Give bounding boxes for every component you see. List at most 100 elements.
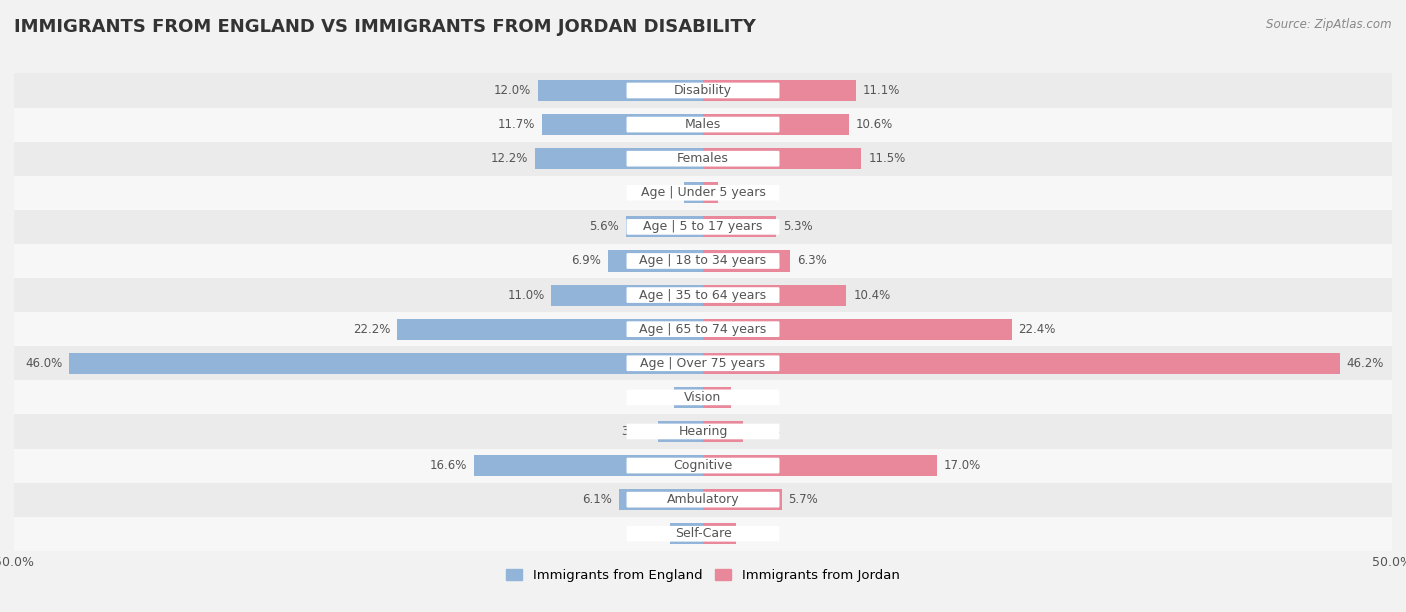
Text: 2.4%: 2.4% [742,528,773,540]
FancyBboxPatch shape [627,219,779,235]
Text: 11.7%: 11.7% [498,118,534,131]
Bar [703,523,737,544]
Bar [703,421,742,442]
Bar [619,489,703,510]
Text: 17.0%: 17.0% [945,459,981,472]
Text: 12.2%: 12.2% [491,152,529,165]
FancyBboxPatch shape [627,356,779,371]
FancyBboxPatch shape [627,185,779,201]
Bar [703,216,776,237]
Bar [14,517,1392,551]
Bar [703,319,1012,340]
Bar [703,114,849,135]
Bar [703,250,790,272]
Bar [537,80,703,101]
Bar [14,380,1392,414]
FancyBboxPatch shape [627,424,779,439]
Text: 2.9%: 2.9% [749,425,780,438]
Text: 6.3%: 6.3% [797,255,827,267]
Bar [607,250,703,272]
Text: 2.0%: 2.0% [738,391,768,404]
Text: 22.4%: 22.4% [1018,323,1056,335]
Bar [626,216,703,237]
Bar [14,73,1392,108]
Text: 46.0%: 46.0% [25,357,62,370]
Text: Source: ZipAtlas.com: Source: ZipAtlas.com [1267,18,1392,31]
Text: 10.6%: 10.6% [856,118,893,131]
FancyBboxPatch shape [627,492,779,507]
Bar [69,353,703,374]
Bar [396,319,703,340]
Bar [703,353,1340,374]
Text: 10.4%: 10.4% [853,289,890,302]
Text: 5.3%: 5.3% [783,220,813,233]
Text: 5.7%: 5.7% [789,493,818,506]
Text: 12.0%: 12.0% [494,84,531,97]
Text: Disability: Disability [673,84,733,97]
Text: Females: Females [678,152,728,165]
Bar [474,455,703,476]
Text: 11.5%: 11.5% [869,152,905,165]
Bar [534,148,703,170]
FancyBboxPatch shape [627,253,779,269]
Text: Age | Over 75 years: Age | Over 75 years [641,357,765,370]
Bar [683,182,703,203]
Text: Age | 18 to 34 years: Age | 18 to 34 years [640,255,766,267]
Bar [703,455,938,476]
Text: Hearing: Hearing [678,425,728,438]
Bar [14,346,1392,380]
FancyBboxPatch shape [627,389,779,405]
Bar [703,387,731,408]
Text: 3.3%: 3.3% [621,425,651,438]
Bar [14,414,1392,449]
Text: 16.6%: 16.6% [430,459,467,472]
Text: IMMIGRANTS FROM ENGLAND VS IMMIGRANTS FROM JORDAN DISABILITY: IMMIGRANTS FROM ENGLAND VS IMMIGRANTS FR… [14,18,756,36]
Bar [14,449,1392,483]
Bar [14,108,1392,141]
FancyBboxPatch shape [627,321,779,337]
Text: Vision: Vision [685,391,721,404]
Bar [14,483,1392,517]
Text: Age | 65 to 74 years: Age | 65 to 74 years [640,323,766,335]
Bar [703,489,782,510]
Bar [669,523,703,544]
Text: 1.4%: 1.4% [647,186,676,200]
Bar [14,141,1392,176]
Text: 5.6%: 5.6% [589,220,619,233]
Bar [14,244,1392,278]
Legend: Immigrants from England, Immigrants from Jordan: Immigrants from England, Immigrants from… [501,564,905,587]
Text: 11.0%: 11.0% [508,289,544,302]
FancyBboxPatch shape [627,151,779,166]
Bar [14,210,1392,244]
Text: 1.1%: 1.1% [725,186,755,200]
Text: Age | Under 5 years: Age | Under 5 years [641,186,765,200]
Text: 11.1%: 11.1% [863,84,900,97]
Text: Age | 35 to 64 years: Age | 35 to 64 years [640,289,766,302]
Bar [703,148,862,170]
Bar [14,176,1392,210]
Text: 6.9%: 6.9% [571,255,600,267]
Bar [703,80,856,101]
FancyBboxPatch shape [627,117,779,132]
Text: Self-Care: Self-Care [675,528,731,540]
Text: Ambulatory: Ambulatory [666,493,740,506]
Bar [703,285,846,305]
Bar [14,312,1392,346]
Bar [14,278,1392,312]
FancyBboxPatch shape [627,287,779,303]
Bar [541,114,703,135]
Text: 6.1%: 6.1% [582,493,612,506]
Text: 46.2%: 46.2% [1347,357,1384,370]
FancyBboxPatch shape [627,526,779,542]
Bar [551,285,703,305]
Text: 2.4%: 2.4% [633,528,664,540]
FancyBboxPatch shape [627,83,779,99]
FancyBboxPatch shape [627,458,779,474]
Text: Cognitive: Cognitive [673,459,733,472]
Bar [658,421,703,442]
Text: 22.2%: 22.2% [353,323,391,335]
Bar [673,387,703,408]
Text: Age | 5 to 17 years: Age | 5 to 17 years [644,220,762,233]
Text: 2.1%: 2.1% [637,391,668,404]
Text: Males: Males [685,118,721,131]
